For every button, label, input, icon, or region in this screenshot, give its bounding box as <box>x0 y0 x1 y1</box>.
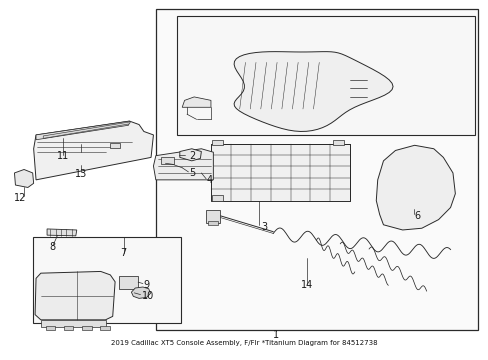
Ellipse shape <box>405 181 411 186</box>
Text: 6: 6 <box>414 211 420 221</box>
Ellipse shape <box>399 206 405 211</box>
Polygon shape <box>131 287 150 298</box>
Text: 12: 12 <box>14 193 26 203</box>
Ellipse shape <box>418 192 424 197</box>
Polygon shape <box>376 145 454 230</box>
Text: 9: 9 <box>143 280 150 289</box>
Bar <box>212 140 223 145</box>
Polygon shape <box>34 121 153 180</box>
Ellipse shape <box>68 146 89 158</box>
Text: 1: 1 <box>272 330 278 340</box>
Ellipse shape <box>391 174 398 179</box>
Text: 5: 5 <box>189 168 195 178</box>
Bar <box>119 276 138 289</box>
Text: 10: 10 <box>141 291 153 301</box>
Bar <box>332 140 343 145</box>
Polygon shape <box>15 170 34 188</box>
Bar <box>33 237 181 323</box>
Polygon shape <box>43 122 130 138</box>
Ellipse shape <box>406 192 412 197</box>
Ellipse shape <box>452 301 462 308</box>
Ellipse shape <box>410 204 417 209</box>
Text: 14: 14 <box>300 280 312 290</box>
Ellipse shape <box>393 184 399 189</box>
Bar <box>64 326 73 329</box>
Bar <box>212 195 223 201</box>
Ellipse shape <box>449 294 459 301</box>
Polygon shape <box>234 51 392 131</box>
Bar <box>45 326 55 329</box>
Ellipse shape <box>440 282 449 289</box>
Ellipse shape <box>414 217 421 222</box>
Bar <box>156 9 477 330</box>
Text: 13: 13 <box>74 168 86 179</box>
Ellipse shape <box>427 183 434 188</box>
Text: 8: 8 <box>49 242 55 252</box>
Ellipse shape <box>425 195 432 199</box>
Polygon shape <box>182 97 210 107</box>
Ellipse shape <box>394 195 400 199</box>
Bar <box>160 157 174 164</box>
Ellipse shape <box>418 158 424 163</box>
Bar <box>110 143 120 148</box>
Ellipse shape <box>394 163 400 168</box>
Ellipse shape <box>120 277 134 287</box>
Bar <box>210 144 349 201</box>
Polygon shape <box>41 320 105 327</box>
Text: 4: 4 <box>206 175 212 185</box>
Ellipse shape <box>420 205 427 210</box>
Text: 2019 Cadillac XT5 Console Assembly, F/Flr *Titanium Diagram for 84512738: 2019 Cadillac XT5 Console Assembly, F/Fl… <box>111 340 377 346</box>
Bar <box>100 326 110 329</box>
Ellipse shape <box>428 171 435 176</box>
Ellipse shape <box>417 181 424 186</box>
Polygon shape <box>153 149 213 180</box>
Text: 3: 3 <box>261 221 267 231</box>
Ellipse shape <box>406 160 412 165</box>
Text: 2: 2 <box>189 151 195 161</box>
Bar <box>208 221 217 225</box>
Ellipse shape <box>415 169 422 174</box>
Ellipse shape <box>123 280 130 284</box>
Ellipse shape <box>41 284 74 311</box>
Bar <box>206 210 219 223</box>
Bar <box>82 326 91 329</box>
Polygon shape <box>36 121 129 140</box>
Polygon shape <box>180 149 201 161</box>
Ellipse shape <box>429 160 436 165</box>
Ellipse shape <box>403 216 410 221</box>
Polygon shape <box>47 229 77 236</box>
Ellipse shape <box>447 287 457 294</box>
Text: 11: 11 <box>57 151 69 161</box>
Polygon shape <box>35 271 115 320</box>
Ellipse shape <box>403 171 410 175</box>
Text: 7: 7 <box>121 248 126 258</box>
Bar <box>177 16 473 135</box>
